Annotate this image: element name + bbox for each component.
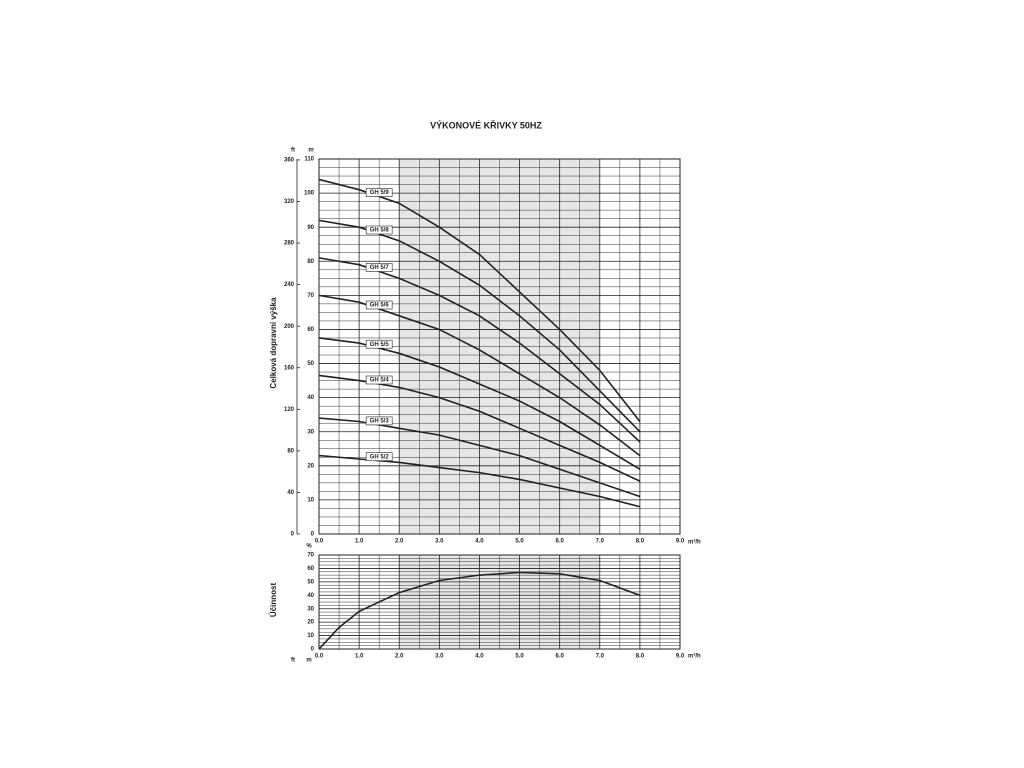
series-label: GH 5/4: [370, 378, 390, 384]
x-tick-label: 5.0: [515, 539, 524, 545]
x-unit: m³/h: [688, 539, 701, 546]
plot-frame: [318, 554, 681, 650]
series-label-box: [365, 300, 393, 310]
chart-title: VÝKONOVÉ KŘIVKY 50HZ: [430, 119, 542, 130]
x-tick-label: 9.0: [676, 654, 685, 660]
x-unit: m³/h: [688, 653, 701, 660]
x-tick-label: 3.0: [435, 654, 444, 660]
series-label-box: [365, 339, 393, 349]
y-tick-label: 50: [307, 361, 314, 367]
y2-unit: ft: [291, 148, 295, 154]
y2-tick-label: 160: [284, 365, 295, 371]
x-tick-label: 7.0: [596, 539, 605, 545]
y-tick-label: 40: [307, 593, 314, 599]
series-label: GH 5/5: [370, 342, 390, 348]
series-label-box: [365, 225, 393, 235]
y-tick-label: 20: [307, 620, 314, 626]
y-tick-label: 30: [307, 606, 314, 612]
y-tick-label: 50: [307, 579, 314, 585]
series-label-box: [365, 375, 393, 385]
x-tick-label: 4.0: [475, 654, 484, 660]
series-label-box: [365, 452, 393, 462]
y-unit: m: [308, 148, 313, 154]
x-tick-label: 2.0: [395, 539, 404, 545]
series-label: GH 5/2: [370, 454, 390, 460]
y2-tick-label: 320: [284, 199, 295, 205]
y2-tick-label: 280: [284, 241, 295, 247]
y-tick-label: 10: [307, 633, 314, 639]
y-axis-label: Celková dopravní výška: [269, 297, 278, 389]
y-tick-label: 100: [304, 191, 315, 197]
series-line: [318, 571, 641, 650]
x-tick-label: 1.0: [355, 654, 364, 660]
corner-label: m: [306, 658, 311, 664]
y-tick-label: 70: [307, 553, 314, 559]
x-tick-label: 9.0: [676, 539, 685, 545]
series-label: GH 5/8: [370, 228, 390, 234]
x-tick-label: 7.0: [596, 654, 605, 660]
x-tick-label: 0.0: [315, 654, 324, 660]
x-tick-label: 8.0: [636, 654, 645, 660]
y-axis-label: Účinnost: [269, 583, 278, 618]
series-label: GH 5/7: [370, 265, 390, 271]
y2-tick-label: 360: [284, 158, 295, 164]
y2-tick-label: 120: [284, 407, 295, 413]
series-label-box: [365, 263, 393, 272]
y2-tick-label: 240: [284, 282, 295, 288]
x-tick-label: 6.0: [555, 654, 564, 660]
y2-tick-label: 40: [287, 490, 294, 496]
x-tick-label: 5.0: [515, 654, 524, 660]
y2-tick-label: 200: [284, 324, 295, 330]
x-tick-label: 1.0: [355, 539, 364, 545]
y-tick-label: 80: [307, 259, 314, 265]
y-tick-label: 20: [307, 463, 314, 469]
y-tick-label: 60: [307, 327, 314, 333]
y-tick-label: 70: [307, 293, 314, 299]
y-tick-label: 110: [304, 157, 314, 163]
x-tick-label: 0.0: [315, 539, 324, 545]
plot-frame: [318, 158, 681, 535]
corner-label: ft: [291, 658, 295, 664]
y2-tick-label: 0: [291, 532, 295, 538]
x-tick-label: 3.0: [435, 539, 444, 545]
y-tick-label: 0: [311, 647, 315, 653]
y-unit: %: [306, 544, 312, 550]
y-tick-label: 30: [307, 429, 314, 435]
series-label-box: [365, 416, 393, 426]
series-label: GH 5/6: [370, 303, 390, 309]
series-label: GH 5/9: [370, 190, 390, 196]
series-label-box: [365, 188, 393, 197]
y-tick-label: 60: [307, 566, 314, 572]
y-tick-label: 0: [311, 532, 315, 538]
x-tick-label: 2.0: [395, 654, 404, 660]
x-tick-label: 8.0: [636, 539, 645, 545]
y-tick-label: 40: [307, 395, 314, 401]
x-tick-label: 6.0: [555, 539, 564, 545]
y2-tick-label: 80: [287, 448, 294, 454]
series-label: GH 5/3: [370, 418, 390, 424]
y-tick-label: 90: [307, 225, 314, 231]
y-tick-label: 10: [307, 497, 314, 503]
x-tick-label: 4.0: [475, 539, 484, 545]
